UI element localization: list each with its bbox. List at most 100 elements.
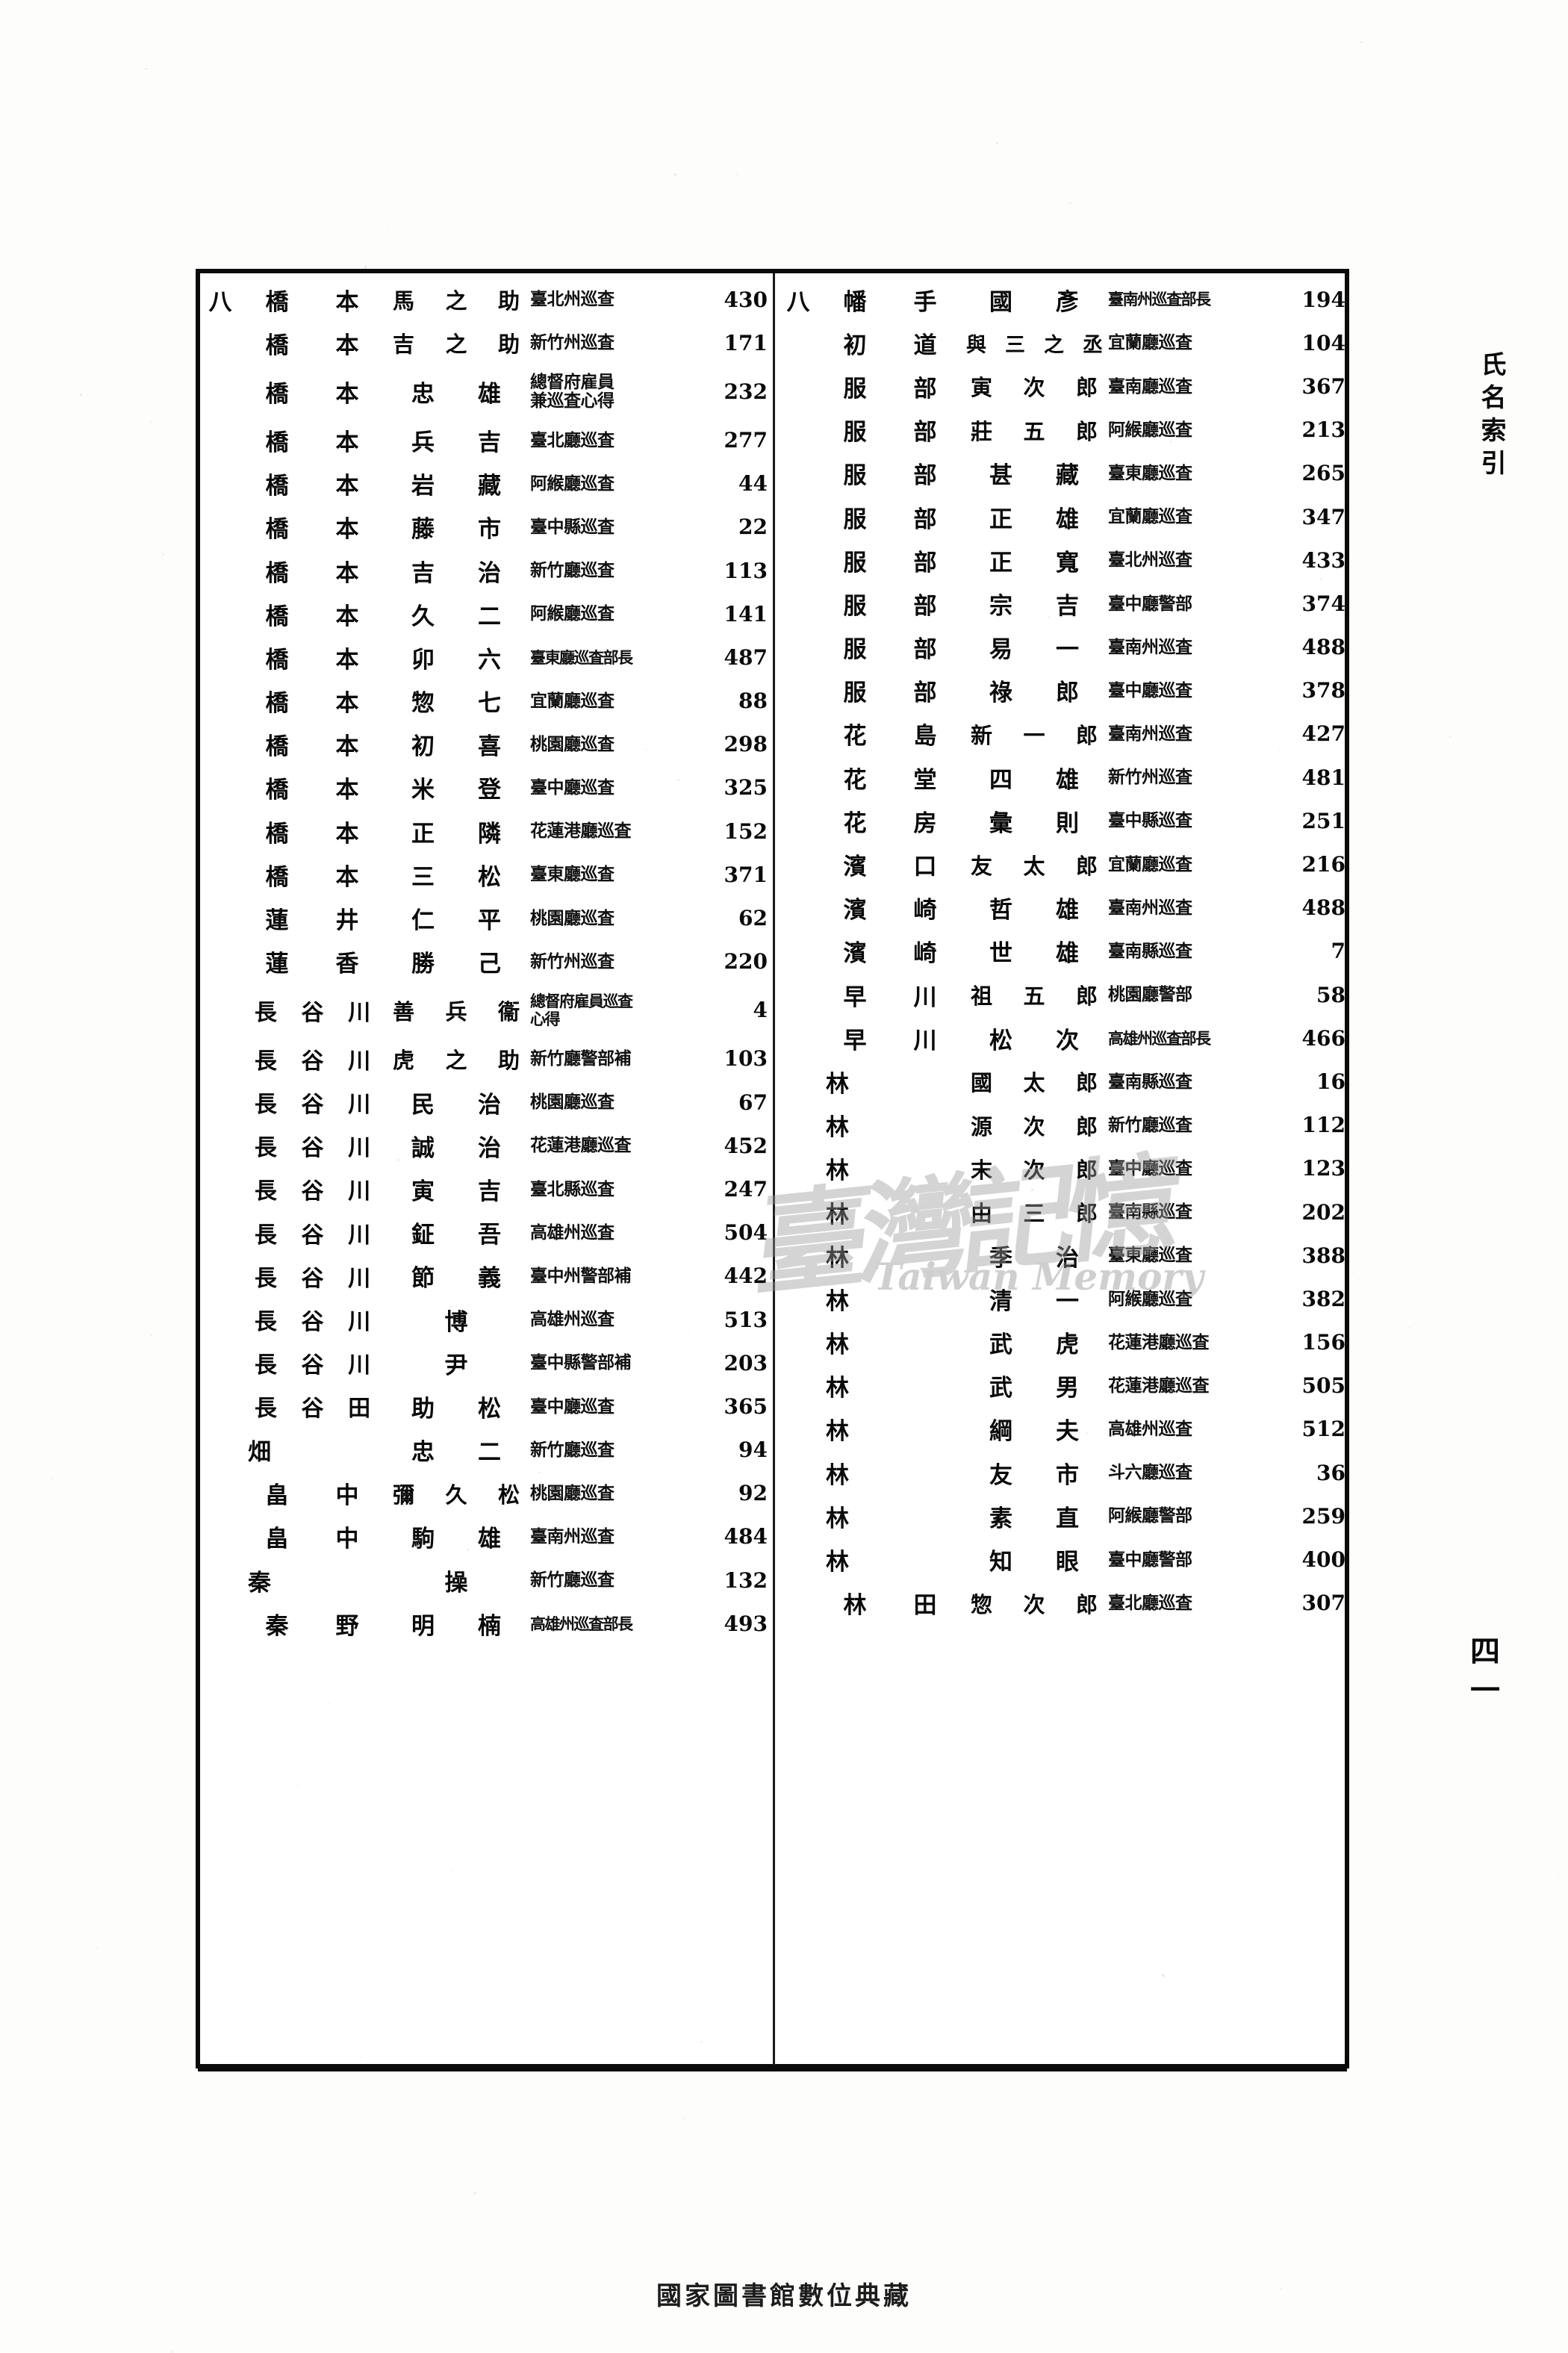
- entry-office-rank: 臺南縣巡査: [1104, 1072, 1295, 1092]
- entry-page-number: 36: [1295, 1461, 1348, 1485]
- index-entry-row: 林 國太郎臺南縣巡査 16: [781, 1060, 1348, 1103]
- entry-given-name: 藤市: [387, 510, 526, 544]
- entry-surname: 林田: [815, 1586, 965, 1620]
- index-entry-row: 橋本 忠雄 總督府雇員 兼巡査心得 232: [203, 364, 771, 418]
- index-entry-row: 初道與三之丞宜蘭廳巡査 104: [781, 321, 1348, 364]
- index-entry-row: 林田 惣次郎臺北廳巡査 307: [781, 1582, 1348, 1625]
- entry-given-name: 忠二: [387, 1433, 526, 1467]
- entry-office-rank: 桃園廳巡査: [526, 1092, 717, 1112]
- entry-given-name: 與三之丞: [965, 329, 1104, 358]
- digital-archive-credit: 國家圖書館數位典藏: [0, 2275, 1568, 2312]
- entry-office-rank: 臺中廳巡査: [1104, 681, 1295, 700]
- index-entry-row: 橋本 岩藏 阿緱廳巡査 44: [203, 462, 771, 506]
- entry-given-name: 誠治: [387, 1129, 526, 1163]
- entry-surname: 林: [815, 1196, 965, 1229]
- entry-page-number: 484: [717, 1524, 771, 1549]
- entry-page-number: 22: [717, 515, 771, 539]
- entry-page-number: 513: [717, 1308, 771, 1332]
- entry-surname: 林: [815, 1325, 965, 1359]
- entry-surname: 林: [815, 1369, 965, 1402]
- entry-office-rank: 臺東廳巡査: [1104, 1246, 1295, 1265]
- entry-office-rank: 花蓮港廳巡査: [1104, 1376, 1295, 1396]
- entry-office-rank: 臺中廳巡査: [526, 778, 717, 798]
- entry-given-name: 源次郎: [965, 1110, 1104, 1141]
- entry-surname: 橋本: [237, 375, 387, 408]
- entry-page-number: 488: [1295, 635, 1348, 659]
- index-entry-row: 八 橋本 馬之助臺北州巡查 430: [203, 278, 771, 321]
- entry-office-rank: 高雄州巡査部長: [526, 1615, 717, 1633]
- entry-given-name: 民治: [387, 1086, 526, 1119]
- entry-office-rank: 臺南州巡査: [1104, 724, 1295, 744]
- entry-office-rank: 臺中縣巡査: [526, 517, 717, 537]
- entry-given-name: 祿郎: [965, 674, 1104, 707]
- entry-given-name: 忠雄: [387, 375, 526, 408]
- index-entry-row: 林綱夫高雄州巡査 512: [781, 1408, 1348, 1451]
- entry-given-name: 武男: [965, 1369, 1104, 1402]
- entry-surname: 秦野: [237, 1607, 387, 1641]
- entry-page-number: 371: [717, 862, 771, 887]
- entry-office-rank: 新竹廳巡査: [526, 1570, 717, 1590]
- entry-surname: 服部: [815, 630, 965, 664]
- entry-surname: 長谷川: [237, 1303, 387, 1336]
- entry-page-number: 4: [717, 998, 771, 1022]
- entry-surname: 濱崎: [815, 934, 965, 968]
- entry-page-number: 58: [1295, 983, 1348, 1007]
- entry-page-number: 427: [1295, 721, 1348, 746]
- entry-surname: 幡手: [815, 283, 965, 317]
- index-entry-row: 林 武男 花蓮港廳巡査 505: [781, 1364, 1348, 1408]
- entry-office-rank: 新竹廳巡査: [1104, 1116, 1295, 1135]
- entry-surname: 林: [815, 1499, 965, 1533]
- entry-page-number: 88: [717, 689, 771, 713]
- entry-office-rank: 宜蘭廳巡査: [1104, 507, 1295, 526]
- entry-surname: 長谷川: [237, 1172, 387, 1205]
- entry-page-number: 512: [1295, 1417, 1348, 1441]
- entry-page-number: 202: [1295, 1200, 1348, 1225]
- entry-surname: 濱崎: [815, 891, 965, 924]
- entry-office-rank: 臺南州巡査: [526, 1527, 717, 1547]
- entry-given-name: 兵吉: [387, 423, 526, 457]
- entry-surname: 長谷川: [237, 1260, 387, 1293]
- index-entry-row: 濱口 友太郎宜蘭廳巡査 216: [781, 842, 1348, 886]
- entry-page-number: 374: [1295, 591, 1348, 616]
- entry-given-name: 尹: [387, 1346, 526, 1380]
- entry-surname: 橋本: [237, 423, 387, 457]
- entry-page-number: 132: [717, 1568, 771, 1593]
- entry-given-name: 馬之助: [387, 284, 526, 315]
- entry-surname: 林: [815, 1456, 965, 1490]
- index-entry-row: 橋本惣七宜蘭廳巡査 88: [203, 680, 771, 723]
- entry-page-number: 325: [717, 775, 771, 800]
- entry-office-rank: 高雄州巡査部長: [1104, 1030, 1295, 1048]
- entry-page-number: 298: [717, 732, 771, 756]
- entry-page-number: 259: [1295, 1504, 1348, 1529]
- index-entry-row: 花房彙則臺中縣巡査 251: [781, 799, 1348, 842]
- entry-given-name: 彙則: [965, 804, 1104, 838]
- index-entry-row: 蓮香勝己新竹州巡査 220: [203, 940, 771, 983]
- index-entry-row: 花島新一郎臺南州巡査 427: [781, 712, 1348, 756]
- entry-page-number: 442: [717, 1263, 771, 1288]
- entry-given-name: 世雄: [965, 934, 1104, 968]
- entry-given-name: 正寬: [965, 544, 1104, 577]
- index-entry-row: 濱崎世雄臺南縣巡査 7: [781, 930, 1348, 973]
- entry-office-rank: 臺中廳警部: [1104, 1550, 1295, 1570]
- entry-page-number: 265: [1295, 461, 1348, 485]
- entry-given-name: 寅次郎: [965, 370, 1104, 402]
- index-entry-row: 長谷川寅吉臺北縣巡査 247: [203, 1167, 771, 1210]
- entry-office-rank: 桃園廳巡査: [526, 735, 717, 754]
- entry-given-name: 惣次郎: [965, 1588, 1104, 1619]
- entry-surname: 蓮井: [237, 901, 387, 935]
- entry-surname: 長谷川: [237, 994, 387, 1027]
- entry-page-number: 213: [1295, 417, 1348, 442]
- entry-office-rank: 臺中縣巡査: [1104, 811, 1295, 830]
- entry-surname: 長谷川: [237, 1086, 387, 1119]
- entry-page-number: 156: [1295, 1330, 1348, 1355]
- index-entry-row: 濱崎 哲雄 臺南州巡査 488: [781, 886, 1348, 930]
- entry-page-number: 307: [1295, 1591, 1348, 1615]
- entry-surname: 服部: [815, 500, 965, 534]
- entry-surname: 服部: [815, 413, 965, 447]
- entry-page-number: 194: [1295, 287, 1348, 312]
- entry-surname: 花堂: [815, 761, 965, 795]
- entry-page-number: 16: [1295, 1069, 1348, 1094]
- entry-given-name: 初喜: [387, 727, 526, 761]
- entry-page-number: 247: [717, 1177, 771, 1202]
- index-entry-row: 林 源次郎新竹廳巡査 112: [781, 1104, 1348, 1147]
